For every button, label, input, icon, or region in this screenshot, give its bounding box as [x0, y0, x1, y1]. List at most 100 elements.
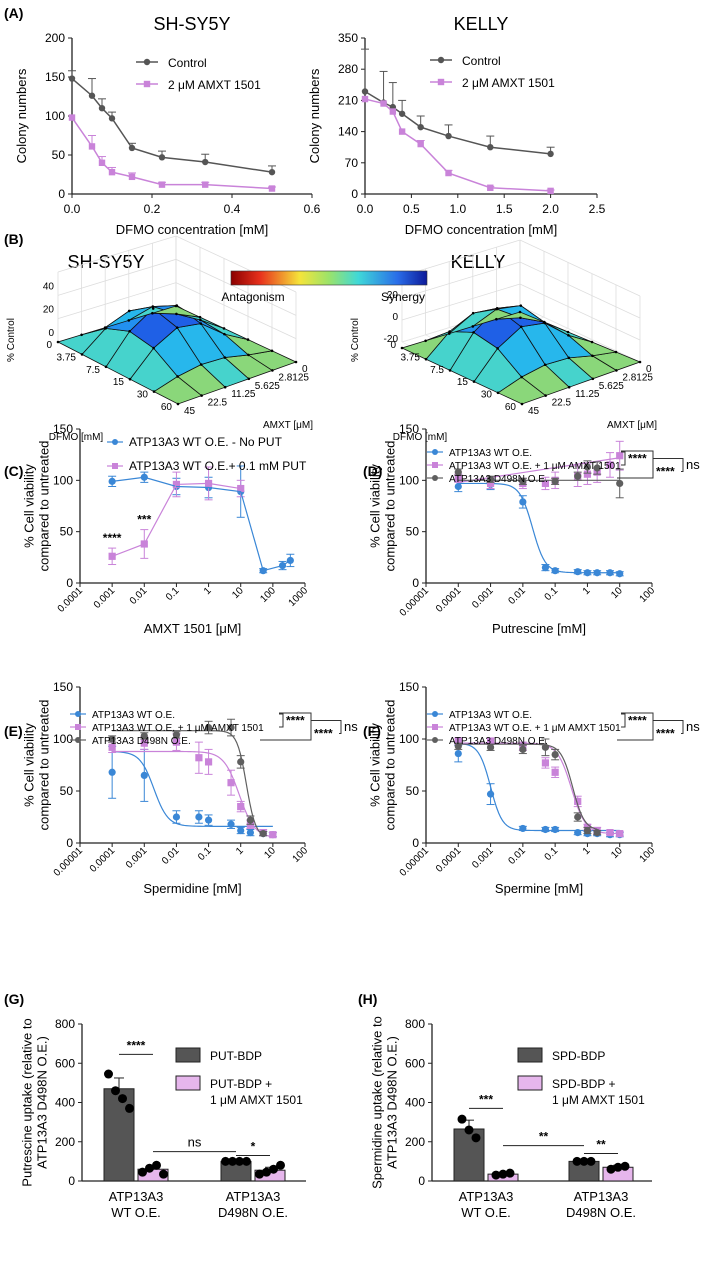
surface-node: [247, 353, 250, 357]
x-tick-label: 0: [46, 340, 52, 351]
y-tick-label: 100: [399, 732, 419, 746]
y-axis-label: Spermidine uptake (relative toATP13A3 D4…: [369, 1016, 399, 1189]
data-point: [547, 187, 554, 195]
y-axis-label: Colony numbers: [307, 68, 322, 163]
significance-label: **: [539, 1130, 549, 1144]
data-point: [593, 464, 601, 472]
grid-line: [401, 283, 641, 341]
x-tick-label: 3.75: [57, 352, 77, 363]
data-point: [228, 1156, 237, 1166]
data-point: [204, 758, 213, 766]
data-point: [276, 1160, 285, 1170]
data-point: [519, 824, 527, 833]
data-point: [583, 826, 592, 835]
surface-node: [152, 346, 155, 350]
data-point: [572, 1156, 582, 1166]
x-tick-label: 0.001: [470, 585, 496, 611]
significance-marker: ****: [103, 531, 122, 545]
legend-marker: [143, 80, 151, 88]
x-axis-label: Spermine [mM]: [495, 881, 583, 896]
bracket: [279, 713, 284, 728]
fit-curve: [458, 742, 620, 835]
z-tick-label: 0: [392, 312, 398, 323]
data-point: [471, 1133, 481, 1143]
y-tick-label: 0: [418, 1174, 425, 1188]
surface-node: [223, 356, 227, 359]
x-axis-label: DFMO concentration [mM]: [116, 222, 268, 237]
data-point: [519, 477, 527, 485]
legend-marker: [75, 737, 81, 743]
legend-marker: [437, 56, 445, 64]
data-point: [491, 1170, 501, 1180]
x-tick-label: 7.5: [430, 365, 444, 376]
surface-node: [447, 332, 451, 335]
x-tick-label: 100: [258, 585, 278, 605]
legend-label: Control: [462, 54, 501, 68]
y-tick-label: 0: [412, 576, 419, 590]
surface-node: [590, 340, 594, 344]
data-point: [268, 185, 276, 192]
y-tick-label: 100: [399, 473, 419, 487]
data-point: [68, 114, 76, 121]
surface-node: [615, 369, 618, 372]
chart-panel-0: (A) SH-SY5Y 0 50 100 150 200 0.0 0.2 0.4 0.6 DFMO c…: [4, 5, 321, 237]
legend-marker: [75, 711, 81, 717]
data-point: [541, 825, 550, 834]
group-label: WT O.E.: [461, 1205, 511, 1220]
surface-node: [176, 375, 179, 378]
surface-node: [175, 304, 179, 307]
data-point: [519, 745, 527, 754]
chart-panel-9: (H) 0 200 400 600 800 Spermidine uptake (relat…: [358, 991, 652, 1220]
bracket: [621, 713, 626, 728]
y-axis-label: AMXT [μM]: [263, 420, 313, 431]
data-point: [454, 468, 462, 476]
y-tick-label: 800: [405, 1017, 425, 1031]
surface-node: [247, 377, 251, 381]
data-point: [88, 92, 96, 99]
significance-label: **: [596, 1138, 606, 1152]
x-tick-label: 0.5: [403, 202, 420, 216]
data-point: [361, 88, 369, 95]
legend-label: ATP13A3 WT O.E. + 1 μM AMXT 1501: [449, 461, 621, 472]
surface-node: [567, 385, 571, 389]
panel-letter: (A): [4, 5, 23, 21]
surface-node: [127, 309, 131, 313]
fit-curve: [458, 743, 598, 830]
y-tick-label: 0: [412, 836, 419, 850]
legend-marker: [432, 711, 438, 717]
data-point: [128, 144, 136, 152]
surface-node: [246, 338, 250, 341]
data-point: [172, 738, 181, 746]
legend-label: SPD-BDP +: [552, 1077, 615, 1091]
x-tick-label: 0.01: [506, 585, 528, 607]
surface-node: [222, 327, 226, 330]
colorbar: Antagonism Synergy: [221, 270, 428, 304]
surface-node: [151, 307, 155, 310]
legend-label: 2 μM AMXT 1501: [462, 76, 555, 90]
legend-label: ATP13A3 WT O.E.: [449, 448, 532, 459]
series-line: [111, 482, 241, 557]
data-point: [417, 140, 424, 148]
y-tick-label: 5.625: [599, 381, 624, 392]
z-tick-label: 0: [48, 328, 54, 339]
y-tick-label: 11.25: [231, 389, 256, 400]
legend-label: PUT-BDP: [210, 1049, 262, 1063]
data-point: [486, 479, 495, 488]
panel-letter: (D): [363, 463, 382, 479]
data-point: [519, 498, 527, 506]
surface-node: [199, 322, 203, 325]
bracket-label: ****: [628, 452, 647, 466]
y-tick-label: 0: [66, 836, 73, 850]
significance-brackets: **** **** ns: [260, 712, 358, 741]
x-axis-label: Putrescine [mM]: [492, 621, 586, 636]
bracket: [653, 720, 684, 734]
surface-node: [543, 363, 547, 367]
y-tick-label: 100: [53, 732, 73, 746]
surface-node: [471, 311, 475, 315]
data-point: [128, 173, 136, 181]
x-tick-label: 0.00001: [398, 845, 432, 879]
surface-node: [543, 321, 547, 325]
data-point: [398, 128, 406, 135]
surface-node: [471, 325, 475, 328]
